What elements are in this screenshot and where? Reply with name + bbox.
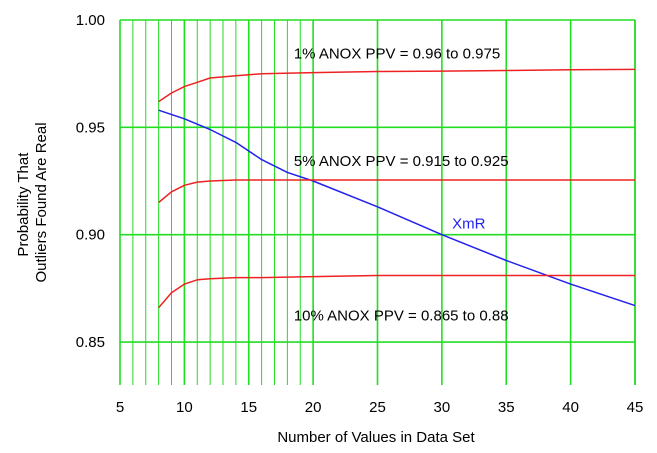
y-tick-label: 0.95 (76, 119, 105, 136)
annotation-text: 1% ANOX PPV = 0.96 to 0.975 (294, 46, 500, 63)
annotation-text: 10% ANOX PPV = 0.865 to 0.88 (294, 308, 509, 325)
annotation-text: 5% ANOX PPV = 0.915 to 0.925 (294, 153, 509, 170)
anox-line-2 (158, 179, 635, 204)
y-tick-label: 0.90 (76, 227, 105, 244)
x-axis-label: Number of Values in Data Set (277, 429, 475, 446)
tick-labels: 5 10 15 20 25 30 35 40 45 0.85 0.90 0.95 1.00 (76, 12, 644, 416)
x-tick-label: 20 (305, 399, 322, 416)
y-axis-label: Probability That Outliers Found Are Real (15, 122, 50, 282)
y-tick-label: 1.00 (76, 12, 105, 29)
x-tick-label: 45 (627, 399, 644, 416)
series-lines (158, 68, 636, 309)
x-tick-label: 10 (176, 399, 193, 416)
anox-line-1 (158, 68, 636, 103)
x-tick-label: 35 (498, 399, 515, 416)
x-tick-label: 5 (116, 399, 124, 416)
x-tick-label: 40 (562, 399, 579, 416)
y-axis-label-line-1: Probability That (15, 152, 32, 257)
grid (119, 19, 636, 385)
anox-line-3 (158, 274, 635, 309)
series-label-xmr: XmR (452, 215, 486, 232)
annotations: 1% ANOX PPV = 0.96 to 0.975 5% ANOX PPV =… (294, 46, 509, 325)
y-axis-label-line-2: Outliers Found Are Real (33, 122, 50, 282)
x-tick-label: 25 (369, 399, 386, 416)
x-tick-label: 30 (434, 399, 451, 416)
x-tick-label: 15 (240, 399, 257, 416)
y-tick-label: 0.85 (76, 334, 105, 351)
xmr-line (158, 109, 636, 307)
